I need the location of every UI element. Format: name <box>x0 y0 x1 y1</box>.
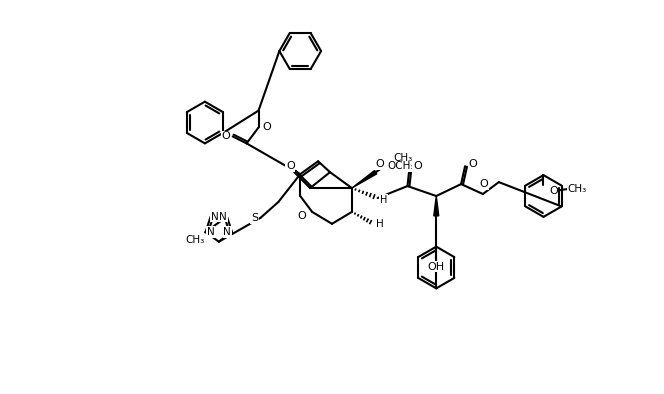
Text: O: O <box>221 132 230 141</box>
Text: N: N <box>210 212 218 221</box>
Text: OCH₃: OCH₃ <box>388 161 415 171</box>
Text: O: O <box>469 159 477 169</box>
Text: H: H <box>376 219 384 229</box>
Text: CH₃: CH₃ <box>185 235 205 245</box>
Text: N: N <box>207 227 214 237</box>
Text: H: H <box>380 195 387 205</box>
Text: CH₃: CH₃ <box>394 153 413 163</box>
Text: S: S <box>251 213 258 223</box>
Text: O: O <box>479 179 488 189</box>
Text: O: O <box>549 186 558 196</box>
Text: OH: OH <box>428 262 445 271</box>
Text: N: N <box>223 227 231 237</box>
Text: N: N <box>379 195 388 205</box>
Text: N: N <box>219 212 227 221</box>
Text: CH₃: CH₃ <box>568 184 587 194</box>
Text: O: O <box>262 123 271 132</box>
Polygon shape <box>434 196 439 216</box>
Polygon shape <box>352 171 376 188</box>
Text: O: O <box>375 159 384 169</box>
Text: O: O <box>286 161 295 171</box>
Text: O: O <box>298 211 307 221</box>
Text: O: O <box>413 161 422 171</box>
